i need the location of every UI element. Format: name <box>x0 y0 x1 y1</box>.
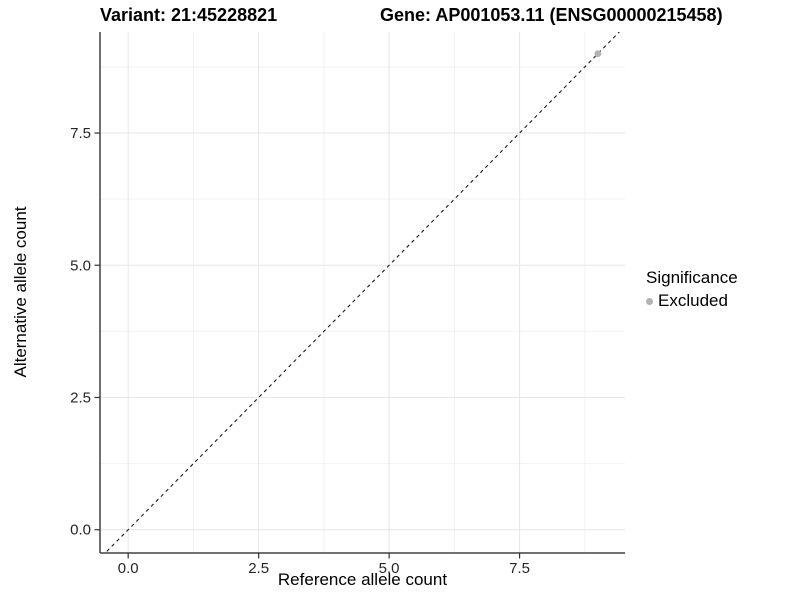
svg-text:2.5: 2.5 <box>70 389 91 406</box>
svg-text:7.5: 7.5 <box>70 125 91 142</box>
legend-item-excluded: Excluded <box>646 291 738 311</box>
excluded-point-icon <box>646 297 653 305</box>
legend-title: Significance <box>646 268 738 287</box>
svg-text:0.0: 0.0 <box>70 522 91 539</box>
svg-text:0.0: 0.0 <box>118 560 139 577</box>
plot-title-gene: Gene: AP001053.11 (ENSG00000215458) <box>380 5 723 25</box>
y-axis-title: Alternative allele count <box>11 206 30 378</box>
svg-text:5.0: 5.0 <box>70 257 91 274</box>
svg-text:2.5: 2.5 <box>248 560 269 577</box>
legend: Significance Excluded <box>646 268 738 311</box>
svg-text:7.5: 7.5 <box>509 560 530 577</box>
plot-title-variant: Variant: 21:45228821 <box>100 5 278 25</box>
svg-text:5.0: 5.0 <box>379 560 400 577</box>
x-axis-title: Reference allele count <box>277 570 448 589</box>
legend-item-label: Excluded <box>658 291 728 310</box>
